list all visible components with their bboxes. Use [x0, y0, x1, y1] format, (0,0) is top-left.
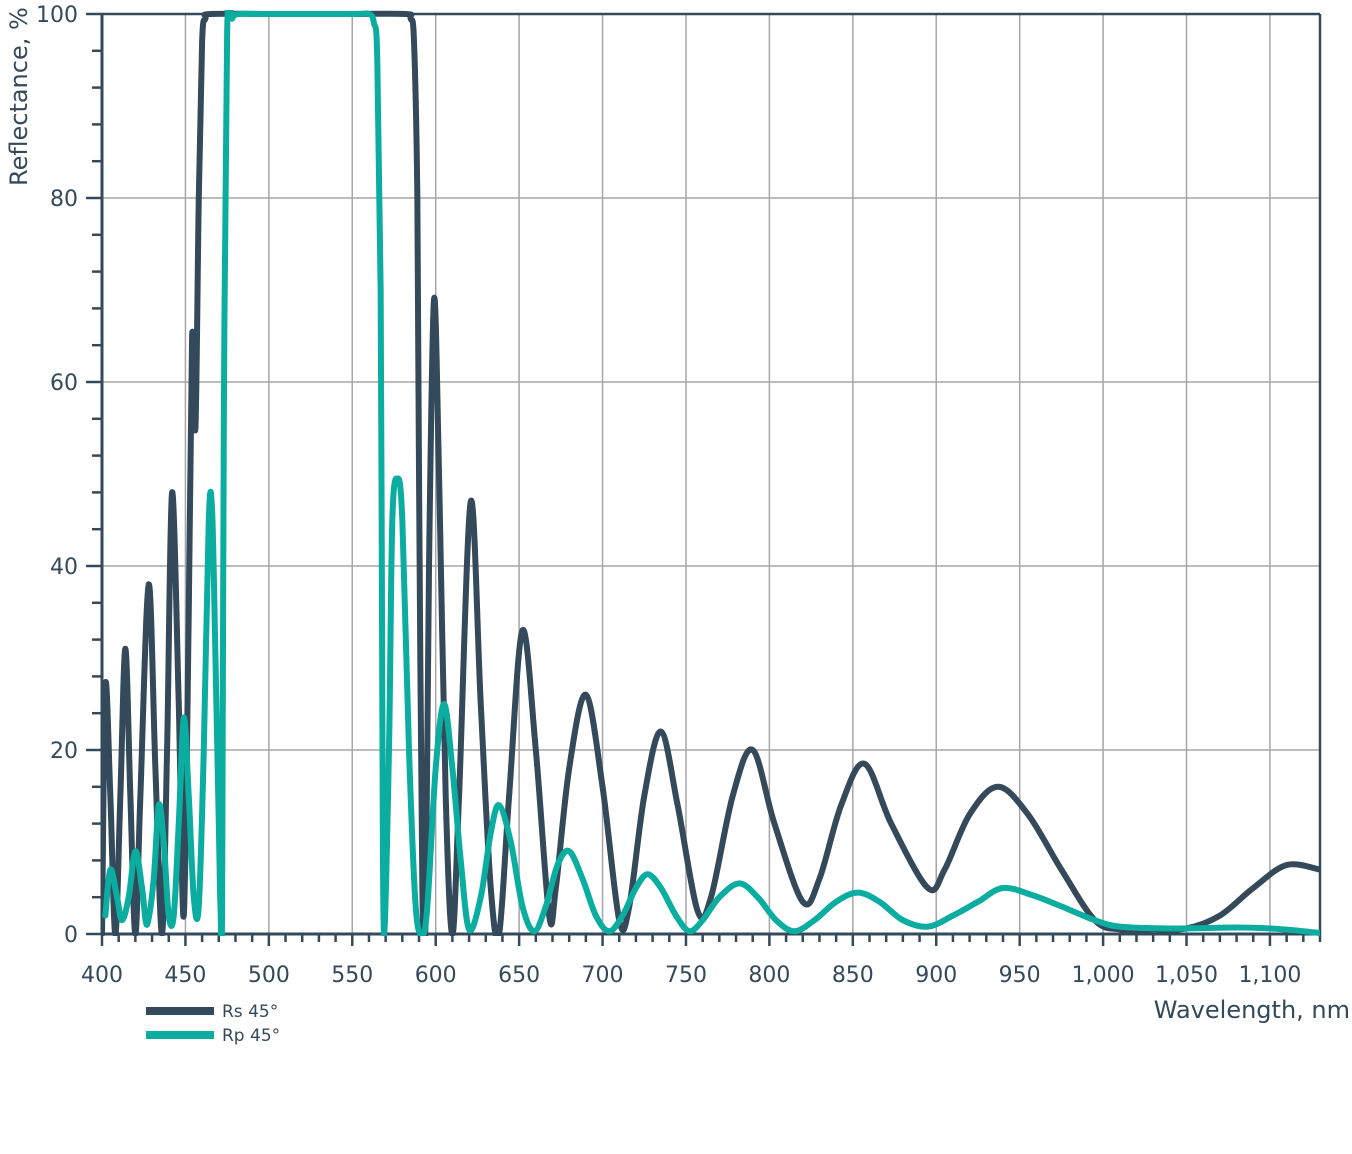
legend-label-rs: Rs 45°: [222, 1002, 278, 1022]
y-tick-label: 100: [36, 3, 78, 28]
y-axis-title: Reflectance, %: [5, 7, 33, 186]
x-tick-label: 950: [999, 963, 1041, 988]
x-tick-label: 750: [665, 963, 707, 988]
x-axis-title: Wavelength, nm: [1154, 996, 1350, 1024]
series-line-rp: [102, 10, 1320, 936]
x-tick-label: 650: [498, 963, 540, 988]
series-layer: [102, 10, 1320, 936]
x-tick-label: 900: [915, 963, 957, 988]
grid-lines: [102, 13, 1320, 934]
y-tick-label: 60: [50, 371, 78, 396]
x-tick-label: 800: [748, 963, 790, 988]
x-tick-label: 400: [81, 963, 123, 988]
x-tick-label: 850: [832, 963, 874, 988]
tick-labels: 400 450 500 550 600 650 700 750 800 850 900 950 1,00…: [36, 3, 1301, 988]
y-tick-label: 0: [64, 923, 78, 948]
axes: [86, 12, 1322, 946]
x-tick-label: 550: [331, 963, 373, 988]
series-line-rs: [102, 10, 1320, 936]
legend: Rs 45° Rp 45°: [146, 1002, 280, 1046]
x-tick-label: 600: [415, 963, 457, 988]
x-tick-label: 1,100: [1238, 963, 1301, 988]
y-tick-label: 80: [50, 187, 78, 212]
y-tick-label: 40: [50, 555, 78, 580]
x-tick-label: 500: [248, 963, 290, 988]
x-tick-label: 1,050: [1155, 963, 1218, 988]
x-tick-label: 700: [582, 963, 624, 988]
y-tick-label: 20: [50, 739, 78, 764]
x-tick-label: 1,000: [1072, 963, 1135, 988]
x-tick-label: 450: [164, 963, 206, 988]
legend-label-rp: Rp 45°: [222, 1026, 280, 1046]
